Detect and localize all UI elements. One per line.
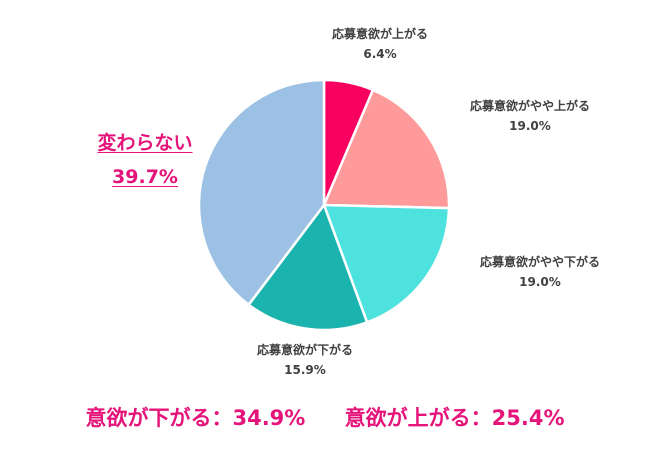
pie-slice (246, 202, 369, 332)
label-unchanged: 変わらない 39.7% (80, 126, 210, 194)
label-slightly-down: 応募意欲がやや下がる 19.0% (440, 252, 640, 292)
summary-line: 意欲が下がる：34.9% 意欲が上がる：25.4% (0, 402, 650, 432)
pie-slice (322, 203, 451, 324)
label-slightly-up: 応募意欲がやや上がる 19.0% (430, 96, 630, 136)
label-agree-up: 応募意欲が上がる 6.4% (290, 24, 470, 64)
slice-label: 応募意欲がやや上がる (469, 99, 590, 113)
slice-label: 応募意欲が下がる (256, 343, 353, 357)
summary-down: 意欲が下がる：34.9% (85, 406, 306, 430)
summary-up: 意欲が上がる：25.4% (344, 406, 565, 430)
slice-percent: 19.0% (519, 275, 561, 289)
slice-label: 変わらない (97, 132, 193, 154)
slice-label: 応募意欲が上がる (331, 27, 428, 41)
label-down: 応募意欲が下がる 15.9% (230, 340, 380, 380)
slice-percent: 19.0% (509, 119, 551, 133)
slice-label: 応募意欲がやや下がる (479, 255, 600, 269)
slice-percent: 6.4% (363, 47, 397, 61)
pie-slice (322, 88, 451, 210)
slice-percent: 15.9% (284, 363, 326, 377)
slice-percent: 39.7% (112, 166, 178, 188)
pie-slice (197, 78, 326, 307)
